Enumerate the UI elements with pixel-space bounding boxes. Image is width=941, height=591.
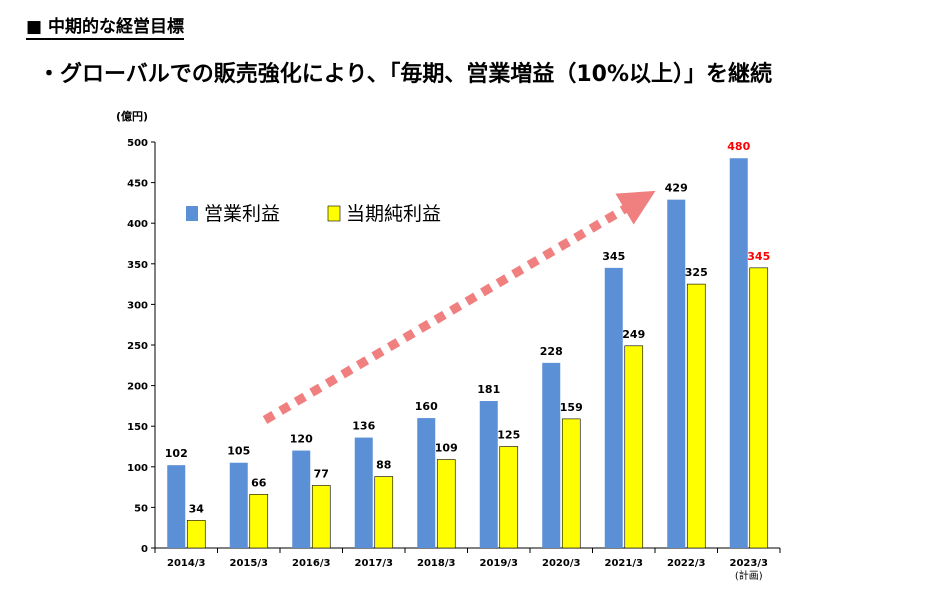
data-label-net-income: 109	[435, 441, 458, 454]
x-tick-label: 2017/3	[355, 558, 393, 569]
data-label-operating-profit: 136	[352, 420, 375, 433]
bar-net-income	[186, 520, 206, 549]
bar-operating-profit	[729, 158, 748, 549]
bar-net-income	[624, 345, 644, 549]
data-label-net-income: 159	[560, 401, 583, 414]
legend-label-operating-profit: 営業利益	[204, 203, 280, 225]
data-label-operating-profit: 228	[540, 345, 563, 358]
bar-operating-profit	[604, 267, 623, 548]
y-tick-label: 50	[134, 503, 148, 514]
data-label-net-income: 88	[376, 459, 391, 472]
data-label-net-income: 77	[314, 467, 329, 480]
data-label-operating-profit: 181	[477, 383, 500, 396]
headline: ・グローバルでの販売強化により､「毎期、営業増益（10%以上）」を継続	[38, 62, 773, 87]
bar-operating-profit	[292, 450, 311, 548]
y-tick-label: 400	[127, 219, 148, 230]
y-tick-label: 0	[141, 544, 148, 555]
x-tick-note: (計画)	[735, 569, 763, 582]
legend-swatch-operating-profit	[186, 206, 198, 221]
bar-net-income	[749, 267, 769, 549]
bar-net-income	[249, 494, 269, 549]
bar-net-income	[561, 418, 581, 549]
bar-net-income	[499, 446, 519, 549]
y-tick-label: 150	[127, 422, 148, 433]
y-tick-label: 250	[127, 341, 148, 352]
x-tick-label: 2019/3	[480, 558, 518, 569]
bar-net-income	[311, 485, 331, 549]
y-tick-label: 200	[127, 382, 148, 393]
x-tick-label: 2020/3	[542, 558, 580, 569]
y-tick-label: 350	[127, 260, 148, 271]
bar-operating-profit	[542, 362, 561, 548]
y-axis-label: (億円)	[116, 109, 148, 123]
data-label-net-income: 66	[251, 476, 267, 489]
x-tick-label: 2018/3	[417, 558, 455, 569]
data-label-net-income: 345	[747, 250, 770, 263]
bar-net-income	[374, 476, 394, 549]
bar-operating-profit	[667, 199, 686, 549]
y-tick-label: 100	[127, 463, 148, 474]
data-label-operating-profit: 102	[165, 447, 188, 460]
legend-label-net-income: 当期純利益	[346, 203, 441, 225]
section-title: ■ 中期的な経営目標	[26, 12, 184, 40]
legend-swatch-net-income	[327, 205, 341, 222]
growth-trend-arrow	[262, 190, 656, 424]
x-tick-label: 2022/3	[667, 558, 705, 569]
bar-operating-profit	[354, 437, 373, 548]
data-label-operating-profit: 429	[665, 182, 688, 195]
x-tick-label: 2021/3	[605, 558, 643, 569]
bar-operating-profit	[479, 401, 498, 548]
bar-operating-profit	[417, 418, 436, 548]
data-label-operating-profit: 480	[727, 140, 750, 153]
y-tick-label: 500	[127, 138, 148, 149]
bar-operating-profit	[229, 462, 248, 548]
data-label-net-income: 125	[497, 429, 520, 442]
data-label-operating-profit: 160	[415, 400, 438, 413]
x-tick-label: 2023/3	[730, 558, 768, 569]
data-label-operating-profit: 105	[227, 445, 250, 458]
bar-net-income	[436, 459, 456, 549]
data-label-net-income: 325	[685, 266, 708, 279]
data-label-net-income: 34	[189, 502, 205, 515]
x-tick-label: 2014/3	[167, 558, 205, 569]
x-tick-label: 2015/3	[230, 558, 268, 569]
x-tick-label: 2016/3	[292, 558, 330, 569]
bar-net-income	[686, 283, 706, 549]
data-label-net-income: 249	[622, 328, 645, 341]
data-label-operating-profit: 345	[602, 250, 625, 263]
y-tick-label: 300	[127, 300, 148, 311]
data-label-operating-profit: 120	[290, 433, 313, 446]
bar-operating-profit	[167, 465, 186, 548]
y-tick-label: 450	[127, 179, 148, 190]
